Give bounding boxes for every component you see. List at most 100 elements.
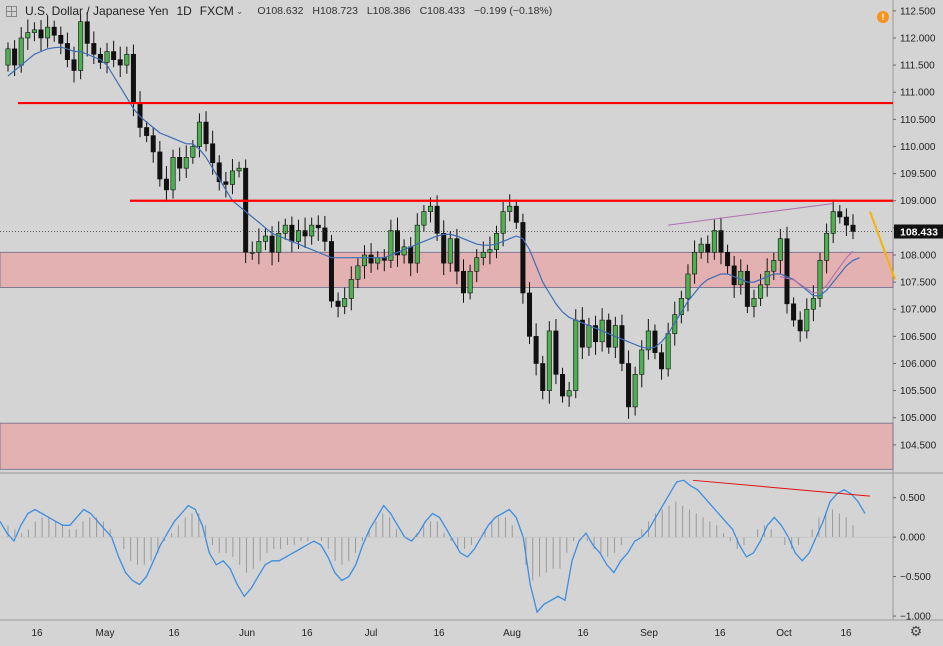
source-label[interactable]: FXCM — [199, 4, 234, 18]
candle-body — [830, 211, 836, 234]
time-axis-label: Oct — [776, 628, 792, 639]
candle — [84, 11, 90, 57]
candle-body — [104, 51, 110, 63]
candle-body — [744, 270, 750, 307]
candle — [744, 264, 750, 314]
candle-body — [388, 230, 394, 261]
candle-body — [394, 230, 400, 256]
price-tick-label: 106.000 — [900, 359, 937, 370]
last-price-label: 108.433 — [900, 226, 938, 238]
candle-body — [678, 298, 684, 315]
change-value: −0.199 (−0.18%) — [474, 5, 553, 17]
candle — [678, 290, 684, 324]
candle — [302, 217, 308, 248]
candle — [513, 199, 519, 229]
candle-body — [322, 227, 328, 242]
time-axis-label: 16 — [714, 628, 726, 639]
candle — [830, 199, 836, 244]
low-value: L108.386 — [366, 5, 411, 17]
candle — [223, 171, 229, 198]
candle — [5, 42, 11, 72]
candle — [500, 201, 506, 247]
candle-body — [659, 352, 665, 370]
candle — [474, 249, 480, 283]
candle-body — [461, 270, 467, 294]
candle-body — [758, 284, 764, 299]
candle — [817, 252, 823, 308]
chevron-down-icon[interactable]: ⌄ — [235, 5, 244, 16]
candle — [698, 237, 704, 259]
candle-body — [652, 330, 658, 353]
candle — [461, 259, 467, 303]
candle-body — [348, 279, 354, 299]
time-axis-label: 16 — [840, 628, 852, 639]
candle — [692, 240, 698, 284]
candle-body — [850, 224, 856, 232]
candle-body — [527, 292, 533, 337]
candle-body — [777, 238, 783, 261]
candle-body — [480, 251, 486, 259]
candle-body — [368, 254, 374, 264]
time-axis-label: Jun — [239, 628, 255, 639]
price-tick-label: 105.000 — [900, 413, 937, 424]
candle — [586, 317, 592, 356]
candle-body — [117, 59, 123, 66]
candle-body — [45, 26, 51, 39]
candle-body — [51, 26, 57, 36]
candle-body — [573, 319, 579, 391]
candle-body — [454, 238, 460, 272]
candle-body — [738, 270, 744, 286]
candle-body — [685, 273, 691, 299]
oscillator-line — [0, 479, 866, 614]
symbol-name[interactable]: U.S. Dollar / Japanese Yen — [25, 4, 169, 18]
candle — [64, 32, 70, 68]
candle — [170, 149, 176, 199]
candle-body — [31, 29, 37, 33]
candle-body — [276, 232, 282, 253]
candle — [685, 264, 691, 312]
time-axis-label: 16 — [168, 628, 180, 639]
candle-body — [494, 232, 500, 250]
candle — [249, 241, 255, 260]
candle — [421, 205, 427, 232]
candle-body — [130, 53, 136, 104]
gear-icon[interactable]: ⚙ — [909, 623, 923, 639]
candle-body — [804, 308, 810, 332]
candle-body — [355, 265, 361, 280]
info-icon[interactable]: ! — [877, 11, 889, 23]
candle — [553, 319, 559, 385]
price-tick-label: 111.500 — [900, 61, 935, 72]
divergence-line — [692, 479, 871, 497]
candle — [527, 282, 533, 344]
candle-body — [177, 157, 183, 169]
time-axis-label: May — [96, 628, 115, 639]
price-tick-label: 106.500 — [900, 332, 937, 343]
candle — [97, 47, 103, 69]
candle-body — [672, 314, 678, 334]
candle-body — [282, 224, 288, 234]
candle-body — [335, 300, 341, 307]
candle — [361, 245, 367, 279]
candle-body — [513, 205, 519, 223]
candle — [25, 19, 31, 50]
projection-arrow — [869, 211, 896, 280]
candle-body — [302, 230, 308, 237]
candle — [150, 126, 156, 163]
candle — [289, 216, 295, 253]
candle-body — [315, 224, 321, 229]
price-tick-label: 110.000 — [900, 142, 936, 153]
candle-body — [500, 211, 506, 234]
open-value: O108.632 — [257, 5, 304, 17]
candle — [388, 219, 394, 269]
candle — [777, 228, 783, 274]
candle-body — [91, 43, 97, 55]
candle — [91, 31, 97, 65]
expand-icon[interactable] — [6, 5, 17, 17]
candle — [315, 215, 321, 241]
candle — [632, 366, 638, 416]
interval-label[interactable]: 1D — [176, 4, 192, 18]
candle — [45, 15, 51, 48]
candle-body — [764, 270, 770, 286]
